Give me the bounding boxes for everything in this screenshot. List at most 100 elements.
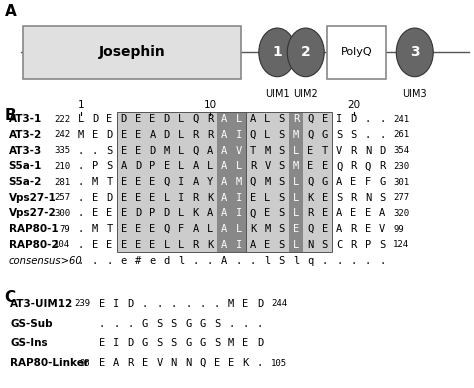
Text: K: K — [207, 240, 213, 250]
Text: N: N — [365, 193, 371, 203]
Text: I: I — [236, 193, 242, 203]
Text: M: M — [293, 130, 299, 140]
Text: E: E — [92, 240, 98, 250]
Text: L: L — [293, 208, 299, 218]
Text: G: G — [185, 338, 191, 348]
Text: S: S — [214, 338, 220, 348]
Text: S5a-1: S5a-1 — [9, 161, 42, 171]
Text: E: E — [106, 208, 112, 218]
Text: S: S — [156, 319, 163, 329]
Text: K: K — [307, 193, 314, 203]
Text: 1: 1 — [273, 45, 282, 59]
Text: Y: Y — [207, 177, 213, 187]
Text: .: . — [78, 146, 84, 156]
Text: I: I — [236, 240, 242, 250]
Text: D: D — [128, 299, 134, 309]
Text: M: M — [264, 146, 271, 156]
Text: N: N — [185, 358, 191, 368]
Text: S: S — [156, 338, 163, 348]
Text: .: . — [365, 130, 371, 140]
Text: E: E — [149, 224, 155, 234]
Text: S: S — [279, 130, 285, 140]
Text: E: E — [264, 208, 271, 218]
Text: T: T — [106, 177, 112, 187]
Text: 95: 95 — [79, 359, 90, 367]
Text: A: A — [221, 130, 228, 140]
Text: A: A — [221, 208, 228, 218]
Text: A: A — [336, 208, 342, 218]
Text: Q: Q — [250, 177, 256, 187]
Text: D: D — [135, 161, 141, 171]
Text: AT3-3: AT3-3 — [9, 146, 42, 156]
Text: .: . — [322, 256, 328, 265]
Text: 244: 244 — [271, 300, 287, 308]
Text: K: K — [250, 224, 256, 234]
Text: M: M — [228, 338, 234, 348]
Text: S: S — [279, 256, 285, 265]
Text: R: R — [192, 193, 199, 203]
Text: G: G — [322, 130, 328, 140]
Text: V: V — [336, 146, 342, 156]
Text: K: K — [243, 358, 249, 368]
Text: R: R — [350, 240, 356, 250]
Text: I: I — [113, 338, 119, 348]
Text: consensus>60: consensus>60 — [9, 256, 82, 265]
Text: E: E — [228, 358, 234, 368]
Text: .: . — [156, 299, 163, 309]
Text: R: R — [128, 358, 134, 368]
Text: E: E — [92, 193, 98, 203]
Text: E: E — [99, 358, 105, 368]
Text: .: . — [379, 256, 385, 265]
Text: E: E — [149, 177, 155, 187]
Text: D: D — [257, 338, 263, 348]
Text: Vps27-2: Vps27-2 — [9, 208, 56, 218]
Text: .: . — [379, 114, 385, 124]
Text: .: . — [99, 319, 105, 329]
Text: 277: 277 — [393, 193, 410, 202]
Text: D: D — [379, 146, 385, 156]
Text: Q: Q — [307, 130, 314, 140]
Text: PolyQ: PolyQ — [341, 47, 373, 57]
Text: G: G — [379, 177, 385, 187]
Text: C: C — [336, 240, 342, 250]
Text: 79: 79 — [59, 225, 70, 234]
Text: P: P — [149, 161, 155, 171]
Text: M: M — [78, 130, 84, 140]
Ellipse shape — [259, 28, 296, 77]
Text: P: P — [365, 240, 371, 250]
Text: L: L — [264, 193, 271, 203]
Text: A: A — [5, 4, 17, 19]
Text: T: T — [322, 146, 328, 156]
Text: 2: 2 — [301, 45, 310, 59]
Text: M: M — [92, 224, 98, 234]
Text: .: . — [200, 299, 206, 309]
Text: Q: Q — [336, 161, 342, 171]
Text: .: . — [350, 256, 356, 265]
Text: D: D — [257, 299, 263, 309]
Text: L: L — [264, 130, 271, 140]
Text: R: R — [350, 161, 356, 171]
Text: I: I — [178, 177, 184, 187]
Text: 261: 261 — [393, 130, 410, 139]
Text: E: E — [120, 177, 127, 187]
Bar — [117, 112, 246, 252]
Text: .: . — [192, 256, 199, 265]
Text: D: D — [149, 146, 155, 156]
Text: AT3-2: AT3-2 — [9, 130, 42, 140]
Text: E: E — [135, 177, 141, 187]
Text: E: E — [293, 224, 299, 234]
Text: 257: 257 — [54, 193, 70, 202]
Text: G: G — [185, 319, 191, 329]
Text: E: E — [120, 240, 127, 250]
Text: E: E — [99, 299, 105, 309]
Text: S: S — [336, 193, 342, 203]
Bar — [289, 112, 303, 252]
Bar — [117, 112, 246, 252]
Text: 239: 239 — [74, 300, 90, 308]
Text: L: L — [178, 208, 184, 218]
Text: E: E — [106, 240, 112, 250]
Text: M: M — [264, 177, 271, 187]
Text: E: E — [142, 358, 148, 368]
Text: .: . — [78, 224, 84, 234]
Text: .: . — [128, 319, 134, 329]
